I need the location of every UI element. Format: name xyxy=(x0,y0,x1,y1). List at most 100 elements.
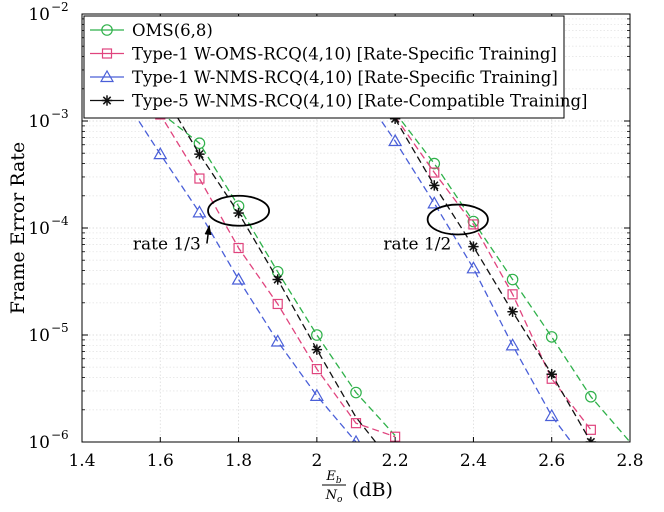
annotation-ellipse xyxy=(426,203,489,236)
marker-square xyxy=(311,364,322,375)
y-tick-label-exponent: −5 xyxy=(51,321,69,335)
marker-star-stroke xyxy=(430,181,439,190)
x-tick-label: 2.6 xyxy=(538,451,565,471)
marker-star-stroke xyxy=(589,437,596,442)
marker-star-stroke xyxy=(547,370,556,379)
legend-label: Type-5 W-NMS-RCQ(4,10) [Rate-Compatible … xyxy=(132,92,588,111)
axis-ticks: 1.4 1.6 1.8 2 2.2 2.4 2.6 2.810−610−510−410−310… xyxy=(28,0,643,471)
y-tick-label-exponent: −2 xyxy=(51,0,69,14)
series-line xyxy=(120,93,357,442)
marker-triangle xyxy=(270,334,285,347)
marker-triangle xyxy=(153,146,168,160)
x-tick-label: 1.8 xyxy=(225,451,252,471)
marker-star xyxy=(272,274,283,285)
marker-star xyxy=(101,95,113,106)
marker-circle xyxy=(101,24,113,36)
y-tick-label: 10 xyxy=(28,112,50,132)
marker-star xyxy=(194,148,205,160)
marker-star xyxy=(311,344,323,355)
x-tick-label: 2.4 xyxy=(460,451,487,471)
x-tick-label: 2.2 xyxy=(382,451,409,471)
marker-square xyxy=(101,48,113,59)
y-tick-label-exponent: −3 xyxy=(51,107,69,121)
y-tick-label: 10 xyxy=(28,5,50,25)
marker-star xyxy=(585,436,597,442)
annotation-arrow xyxy=(204,224,212,244)
marker-star-stroke xyxy=(508,307,517,316)
marker-square xyxy=(194,173,205,184)
marker-star xyxy=(546,369,557,380)
marker-circle xyxy=(311,329,323,341)
legend-entry-2: Type-1 W-OMS-RCQ(4,10) [Rate-Specific Tr… xyxy=(90,45,557,64)
legend-entry-4: Type-5 W-NMS-RCQ(4,10) [Rate-Compatible … xyxy=(90,92,588,111)
y-tick-label-exponent: −6 xyxy=(51,428,69,442)
marker-star-stroke xyxy=(195,149,204,159)
y-tick-label: 10 xyxy=(28,326,50,346)
marker-square xyxy=(585,424,596,435)
x-label-denominator: No xyxy=(325,488,343,505)
y-tick-label: 10 xyxy=(28,433,50,453)
x-tick-label: 1.4 xyxy=(68,451,95,471)
legend-label: OMS(6,8) xyxy=(132,21,213,40)
y-tick-label: 10 xyxy=(28,219,50,239)
series-line xyxy=(394,116,592,431)
annotation-label: rate 1/3 xyxy=(133,234,201,254)
series-line xyxy=(375,112,572,442)
series-line xyxy=(159,88,377,442)
y-axis-label: Frame Error Rate xyxy=(7,142,29,314)
marker-circle xyxy=(350,386,362,399)
marker-star xyxy=(429,180,440,191)
series-3 xyxy=(120,93,572,442)
marker-triangle xyxy=(231,272,246,285)
marker-square xyxy=(468,219,479,230)
marker-star-stroke xyxy=(234,208,243,218)
x-label-numerator: Eb xyxy=(325,469,342,486)
marker-square xyxy=(507,289,518,300)
marker-star-stroke xyxy=(273,275,282,284)
marker-circle xyxy=(193,137,206,150)
x-tick-label: 2.8 xyxy=(616,451,643,471)
marker-triangle xyxy=(192,205,207,218)
y-tick-label-exponent: −4 xyxy=(51,214,69,228)
marker-star xyxy=(233,207,244,219)
legend-box xyxy=(83,15,565,119)
marker-star xyxy=(468,241,479,252)
marker-triangle xyxy=(351,434,361,442)
annotation-ellipse xyxy=(207,194,271,227)
x-axis-label: Eb No (dB) xyxy=(322,469,393,505)
marker-circle xyxy=(585,390,597,403)
marker-star-stroke xyxy=(586,437,592,442)
marker-star-stroke xyxy=(469,242,478,251)
marker-triangle xyxy=(309,388,324,401)
marker-star xyxy=(507,306,518,317)
plot-series xyxy=(120,58,630,442)
marker-star-stroke xyxy=(102,96,112,105)
marker-triangle xyxy=(466,261,481,274)
annotation-label: rate 1/2 xyxy=(383,234,451,254)
marker-triangle xyxy=(505,338,520,351)
marker-circle xyxy=(545,331,558,343)
marker-circle xyxy=(467,215,480,228)
marker-triangle xyxy=(427,196,442,209)
marker-triangle xyxy=(99,69,115,83)
marker-square xyxy=(272,298,283,310)
marker-star-stroke xyxy=(312,345,322,354)
marker-square xyxy=(233,242,244,254)
annotations: rate 1/3 rate 1/2 xyxy=(133,194,489,254)
legend-entry-3: Type-1 W-NMS-RCQ(4,10) [Rate-Specific Tr… xyxy=(90,68,558,87)
marker-circle xyxy=(506,273,519,286)
series-line xyxy=(159,111,396,436)
legend-label: Type-1 W-NMS-RCQ(4,10) [Rate-Specific Tr… xyxy=(132,68,558,87)
x-tick-label: 1.6 xyxy=(147,451,174,471)
marker-triangle xyxy=(544,408,559,422)
legend-label: Type-1 W-OMS-RCQ(4,10) [Rate-Specific Tr… xyxy=(132,45,557,64)
series-line xyxy=(120,58,396,438)
marker-triangle xyxy=(388,133,403,147)
series-4 xyxy=(159,88,597,442)
series-line xyxy=(394,112,630,442)
x-tick-label: 2 xyxy=(311,451,322,471)
marker-circle xyxy=(428,157,441,170)
x-label-unit: (dB) xyxy=(352,479,393,501)
legend-entry-1: OMS(6,8) xyxy=(90,21,213,40)
